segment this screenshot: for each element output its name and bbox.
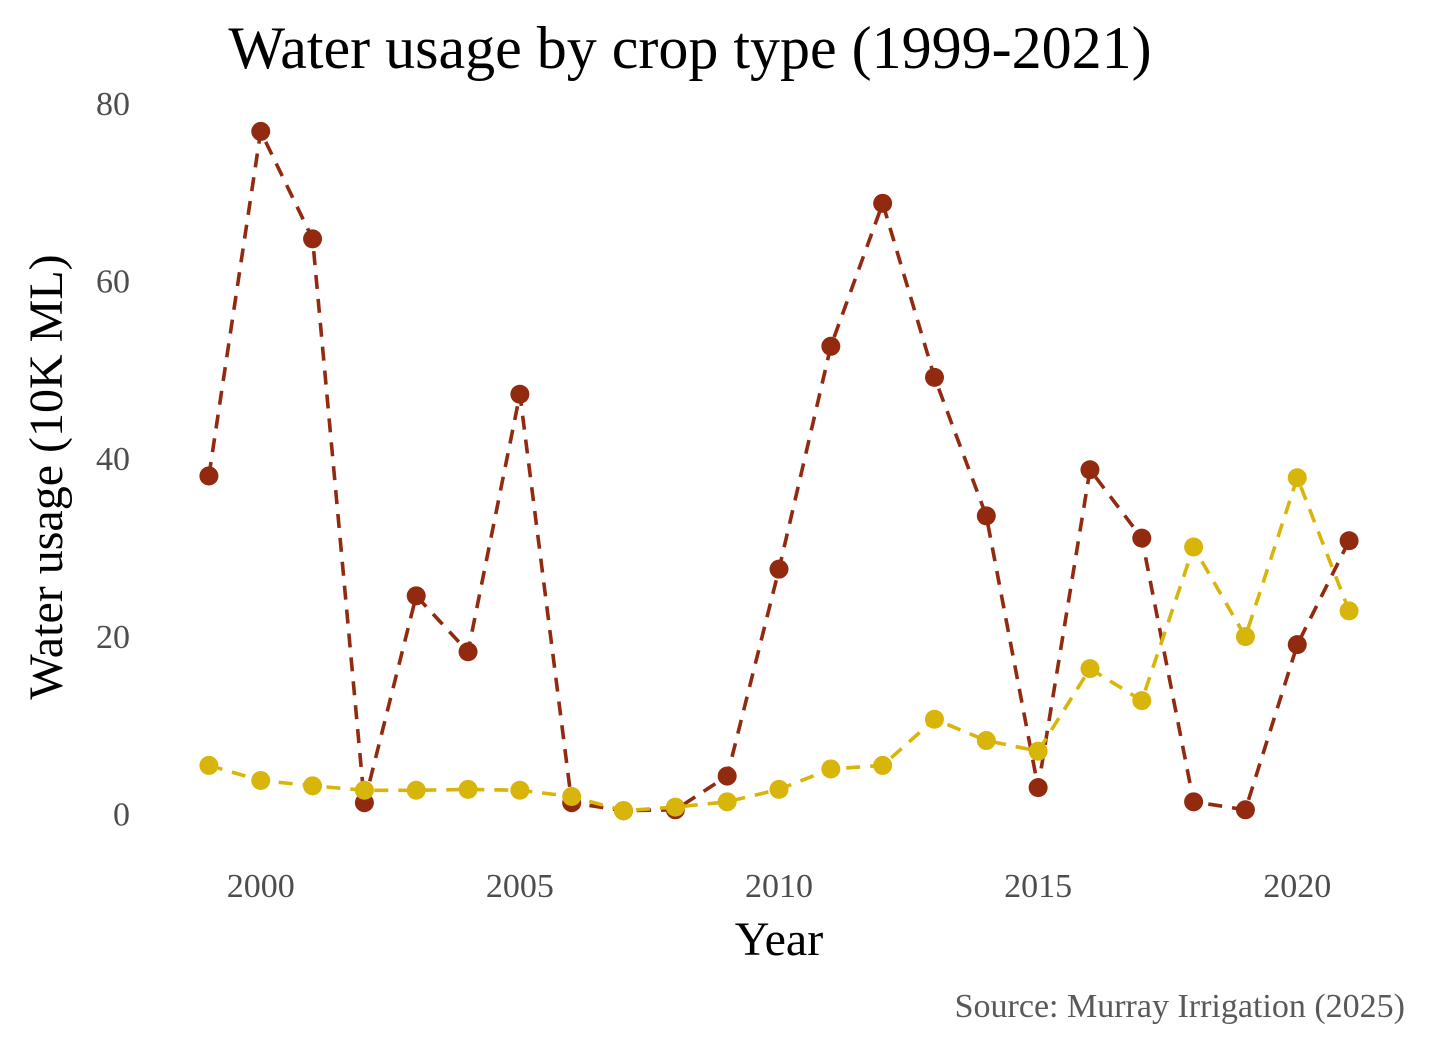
y-tick-label: 60 <box>96 264 130 301</box>
data-point <box>458 642 478 662</box>
data-point <box>199 466 219 486</box>
data-point <box>924 709 944 729</box>
plot-area <box>199 121 1359 821</box>
x-tick-label: 2000 <box>227 868 295 905</box>
data-point <box>406 586 426 606</box>
data-point <box>303 229 323 249</box>
data-point <box>873 193 893 213</box>
x-tick-label: 2005 <box>486 868 554 905</box>
data-point <box>251 121 271 141</box>
data-point <box>199 755 219 775</box>
data-point <box>665 797 685 817</box>
data-point <box>510 780 530 800</box>
data-point <box>873 755 893 775</box>
chart-caption: Source: Murray Irrigation (2025) <box>955 988 1405 1025</box>
y-tick-label: 0 <box>113 796 130 833</box>
data-point <box>1339 601 1359 621</box>
series-1-line <box>207 129 1351 813</box>
series-1 <box>199 121 1359 821</box>
data-point <box>717 792 737 812</box>
data-point <box>303 776 323 796</box>
data-point <box>924 367 944 387</box>
data-point <box>1132 691 1152 711</box>
data-point <box>614 801 634 821</box>
x-axis-title: Year <box>735 913 823 966</box>
data-point <box>976 506 996 526</box>
x-tick-label: 2010 <box>745 868 813 905</box>
y-tick-label: 40 <box>96 441 130 478</box>
data-point <box>406 780 426 800</box>
data-point <box>1235 627 1255 647</box>
data-point <box>1184 537 1204 557</box>
y-tick-label: 20 <box>96 619 130 656</box>
data-point <box>1235 800 1255 820</box>
data-point <box>458 779 478 799</box>
data-point <box>1287 468 1307 488</box>
data-point <box>1080 659 1100 679</box>
data-point <box>1287 635 1307 655</box>
data-point <box>1339 531 1359 551</box>
data-point <box>1080 460 1100 480</box>
series-2-line <box>208 475 1351 813</box>
data-point <box>510 384 530 404</box>
data-point <box>1028 778 1048 798</box>
data-point <box>769 559 789 579</box>
data-point <box>251 771 271 791</box>
data-point <box>1184 792 1204 812</box>
data-point <box>769 779 789 799</box>
y-tick-label: 80 <box>96 86 130 123</box>
x-tick-label: 2015 <box>1004 868 1072 905</box>
y-axis-ticks: 0 20 40 60 80 <box>96 86 130 833</box>
data-point <box>354 780 374 800</box>
data-point <box>562 786 582 806</box>
x-tick-label: 2020 <box>1263 868 1331 905</box>
data-point <box>976 731 996 751</box>
data-point <box>1132 528 1152 548</box>
data-point <box>717 766 737 786</box>
data-point <box>821 336 841 356</box>
series-2 <box>199 468 1359 821</box>
y-axis-title: Water usage (10K ML) <box>20 254 73 699</box>
x-axis-ticks: 2000 2005 2010 2015 2020 <box>227 868 1332 905</box>
data-point <box>821 759 841 779</box>
data-point <box>1028 741 1048 761</box>
chart-title: Water usage by crop type (1999-2021) <box>228 15 1151 81</box>
